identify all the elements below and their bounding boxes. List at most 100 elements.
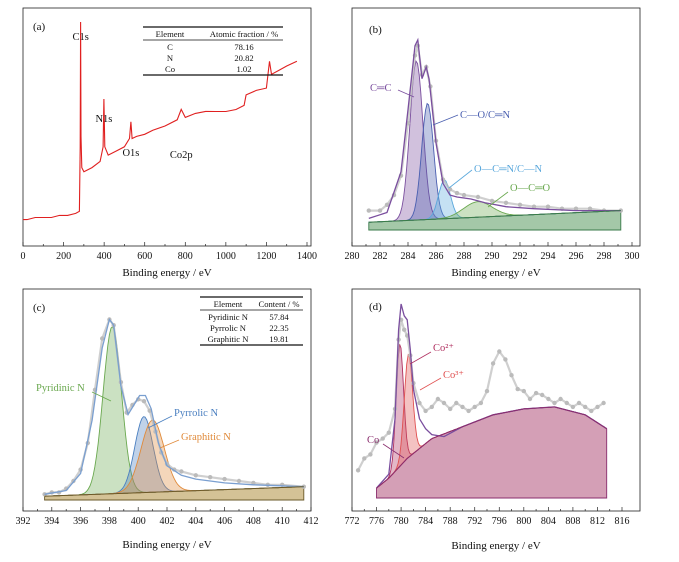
table-cell-value-3: 19.81 bbox=[269, 334, 288, 344]
label-c-o-c-n: C—O/C═N bbox=[460, 110, 510, 121]
x-tick-label: 280 bbox=[345, 251, 360, 262]
label-o-c-o-leader bbox=[487, 191, 509, 208]
table-cell-element-2: Pyrrolic N bbox=[210, 323, 247, 333]
panel-b-annotations: C═C C—O/C═N O—C═N/C—N O—C═O bbox=[370, 83, 551, 208]
x-tick-label: 1000 bbox=[216, 251, 236, 262]
panel-d-x-ticks: 772 776 780 784 788 792 796 800 804 808 812 816 bbox=[345, 507, 630, 527]
x-tick-label: 284 bbox=[401, 251, 416, 262]
label-o-c-n: O—C═N/C—N bbox=[474, 164, 543, 175]
raw-data-trace bbox=[44, 317, 304, 496]
label-o-c-o: O—C═O bbox=[510, 183, 551, 194]
panel-a-x-axis-label: Binding energy / eV bbox=[122, 267, 211, 279]
fit-envelope-line bbox=[44, 318, 304, 495]
table-header-atomic-fraction: Atomic fraction / % bbox=[210, 29, 279, 39]
table-cell-value-3: 1.02 bbox=[236, 64, 251, 74]
panel-d-plot bbox=[355, 303, 608, 499]
panel-a-letter: (a) bbox=[33, 21, 46, 33]
x-tick-label: 400 bbox=[131, 516, 146, 527]
x-tick-label: 300 bbox=[625, 251, 640, 262]
x-tick-label: 408 bbox=[246, 516, 261, 527]
label-c-c: C═C bbox=[370, 83, 391, 94]
panel-a-x-ticks: 0 200 400 600 800 1000 1200 1400 bbox=[21, 242, 317, 262]
x-tick-label: 796 bbox=[492, 516, 507, 527]
x-tick-label: 812 bbox=[590, 516, 605, 527]
x-tick-label: 776 bbox=[369, 516, 384, 527]
background-line bbox=[376, 406, 607, 489]
x-tick-label: 400 bbox=[97, 251, 112, 262]
x-tick-label: 800 bbox=[516, 516, 531, 527]
raw-data-trace bbox=[368, 45, 621, 212]
label-pyrrolic-n: Pyrrolic N bbox=[174, 408, 218, 419]
survey-spectrum-line bbox=[23, 21, 298, 221]
panel-c-x-axis-label: Binding energy / eV bbox=[122, 539, 211, 551]
x-tick-label: 392 bbox=[16, 516, 31, 527]
x-tick-label: 298 bbox=[597, 251, 612, 262]
panel-a: (a) 0 200 400 600 800 1000 1200 1400 Binding en… bbox=[21, 7, 317, 279]
panel-d-annotations: Co Co²⁺ Co³⁺ bbox=[367, 343, 464, 459]
x-tick-label: 784 bbox=[418, 516, 433, 527]
x-tick-label: 294 bbox=[541, 251, 556, 262]
background-line bbox=[368, 210, 621, 223]
panel-d-frame bbox=[351, 288, 641, 512]
panel-c-plot bbox=[42, 317, 306, 501]
table-header-element: Element bbox=[214, 299, 243, 309]
raw-data-trace bbox=[357, 319, 605, 471]
peak-label: N1s bbox=[95, 114, 112, 125]
label-graphitic-n: Graphitic N bbox=[181, 432, 231, 443]
table-cell-element-2: N bbox=[167, 53, 174, 63]
table-cell-value-1: 78.16 bbox=[234, 42, 254, 52]
x-tick-label: 282 bbox=[373, 251, 388, 262]
table-cell-element-1: C bbox=[167, 42, 173, 52]
table-cell-element-3: Graphitic N bbox=[208, 334, 250, 344]
label-o-c-n-leader bbox=[448, 169, 473, 189]
panel-b-x-ticks: 280 282 284 286 288 290 292 294 296 298 300 bbox=[345, 242, 640, 262]
label-c-c-leader bbox=[397, 89, 415, 98]
label-co3plus: Co³⁺ bbox=[443, 370, 464, 381]
label-co2plus: Co²⁺ bbox=[433, 343, 454, 354]
x-tick-label: 1200 bbox=[256, 251, 276, 262]
x-tick-label: 410 bbox=[275, 516, 290, 527]
x-tick-label: 406 bbox=[217, 516, 232, 527]
label-c-o-c-n-leader bbox=[432, 114, 459, 126]
panel-b-frame bbox=[351, 7, 641, 247]
panel-d: (d) 772 776 780 784 788 792 796 800 804 808 812 816… bbox=[345, 288, 641, 552]
label-co3plus-leader bbox=[419, 377, 442, 391]
table-header-element: Element bbox=[156, 29, 185, 39]
table-cell-element-3: Co bbox=[165, 64, 175, 74]
label-co2plus-leader bbox=[409, 351, 432, 365]
x-tick-label: 394 bbox=[44, 516, 59, 527]
panel-b-x-axis-label: Binding energy / eV bbox=[451, 267, 540, 279]
x-tick-label: 0 bbox=[21, 251, 26, 262]
panel-c-table: Element Content / % Pyridinic N 57.84 Py… bbox=[200, 296, 303, 346]
x-tick-label: 780 bbox=[394, 516, 409, 527]
x-tick-label: 804 bbox=[541, 516, 556, 527]
x-tick-label: 402 bbox=[160, 516, 175, 527]
label-co: Co bbox=[367, 435, 379, 446]
panel-a-peak-labels: C1s N1s O1s Co2p bbox=[72, 32, 192, 161]
panel-c-x-ticks: 392 394 396 398 400 402 404 406 408 410 412 bbox=[16, 507, 319, 527]
x-tick-label: 292 bbox=[513, 251, 528, 262]
panel-b-letter: (b) bbox=[369, 24, 382, 36]
panel-d-letter: (d) bbox=[369, 301, 382, 313]
x-tick-label: 396 bbox=[73, 516, 88, 527]
x-tick-label: 200 bbox=[56, 251, 71, 262]
x-tick-label: 296 bbox=[569, 251, 584, 262]
table-cell-element-1: Pyridinic N bbox=[208, 312, 249, 322]
peak-label: C1s bbox=[72, 32, 88, 43]
label-pyridinic-leader bbox=[91, 391, 112, 402]
fit-envelope-line bbox=[368, 37, 621, 220]
label-graphitic-leader bbox=[159, 439, 180, 449]
panel-c-letter: (c) bbox=[33, 302, 46, 314]
x-tick-label: 808 bbox=[565, 516, 580, 527]
panel-d-x-axis-label: Binding energy / eV bbox=[451, 540, 540, 552]
panel-a-frame bbox=[22, 7, 312, 247]
x-tick-label: 800 bbox=[178, 251, 193, 262]
table-cell-value-2: 22.35 bbox=[269, 323, 288, 333]
x-tick-label: 288 bbox=[457, 251, 472, 262]
x-tick-label: 1400 bbox=[297, 251, 317, 262]
label-pyridinic-n: Pyridinic N bbox=[36, 383, 85, 394]
table-cell-value-2: 20.82 bbox=[234, 53, 253, 63]
peak-label: O1s bbox=[122, 148, 139, 159]
x-tick-label: 600 bbox=[137, 251, 152, 262]
